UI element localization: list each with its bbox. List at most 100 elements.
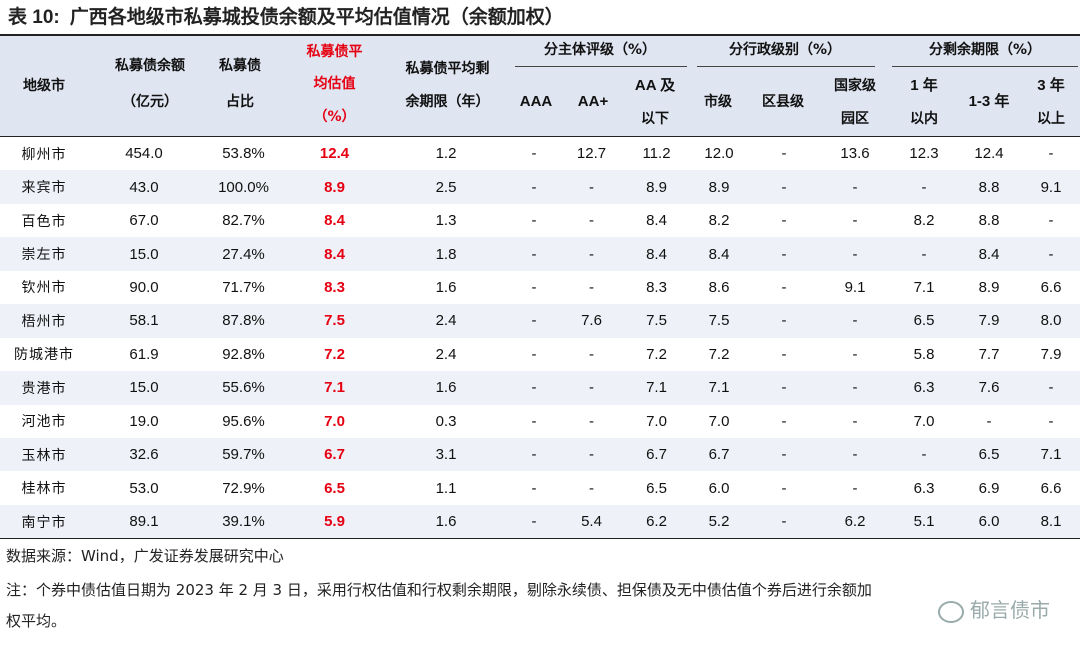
header-share-line1: 私募债	[219, 58, 261, 74]
cell-city: 河池市	[21, 414, 67, 431]
cell-valuation: 7.0	[324, 412, 345, 430]
cell-city: 百色市	[21, 213, 67, 230]
header-term-line2: 余期限（年）	[405, 94, 490, 110]
top-rule	[0, 34, 1080, 36]
cell-valuation: 8.9	[287, 170, 382, 204]
cell-admin-city: 6.7	[688, 437, 750, 472]
header-background	[0, 36, 1080, 136]
cell-remain-1to3y: 8.4	[956, 237, 1022, 271]
cell-aaa: -	[510, 237, 558, 271]
cell-share: 82.7%	[222, 212, 265, 230]
cell-balance: 90.0	[129, 278, 159, 296]
cell-share: 53.8%	[222, 145, 265, 163]
header-admin-county: 区县级	[762, 94, 804, 110]
cell-admin-county: -	[781, 212, 787, 230]
table-row: 贵港市 15.0 55.6% 7.1 1.6- -7.1 7.1- -6.3 7.6-	[0, 371, 1080, 405]
cell-admin-county: -	[750, 170, 818, 204]
header-admin-city: 市级	[704, 94, 732, 110]
cell-admin-city: 7.2	[708, 345, 730, 363]
cell-remain-3y: -	[1048, 212, 1054, 230]
cell-aaa: -	[531, 145, 537, 163]
cell-aa-below: 8.9	[625, 170, 688, 204]
cell-balance: 89.1	[88, 504, 200, 539]
header-share-line2: 占比	[226, 94, 254, 110]
header-balance-line2: （亿元）	[122, 94, 178, 110]
rating-group-underline	[515, 66, 687, 67]
table-bottom-rule	[0, 538, 1080, 539]
cell-admin-city: 7.1	[688, 371, 750, 405]
cell-term: 1.3	[435, 212, 457, 230]
header-valuation-line2: 均估值	[313, 76, 356, 92]
cell-aaplus: -	[589, 479, 594, 497]
cell-valuation: 7.5	[287, 304, 382, 338]
cell-valuation: 8.4	[287, 237, 382, 271]
cell-admin-national: -	[852, 212, 858, 230]
cell-term: 1.6	[382, 371, 510, 405]
header-remain-3y-line2: 以上	[1037, 111, 1065, 127]
cell-remain-1y: 5.1	[892, 504, 956, 539]
cell-admin-county: -	[781, 278, 787, 296]
cell-remain-3y: -	[1022, 237, 1080, 271]
cell-aa-below: 7.1	[625, 371, 688, 405]
cell-aaa: -	[531, 212, 537, 230]
cell-balance: 61.9	[129, 345, 159, 363]
table-number: 表 10:	[8, 7, 60, 28]
cell-remain-1to3y: 8.8	[956, 170, 1022, 204]
cell-aa-below: 7.5	[625, 304, 688, 338]
cell-remain-1to3y: 6.0	[956, 504, 1022, 539]
table-row: 南宁市 89.1 39.1% 5.9 1.6-5.4 6.2 5.2-6.2 5.1 6.0 8.…	[0, 504, 1080, 539]
cell-remain-1y: -	[892, 437, 956, 472]
header-bottom-rule	[0, 136, 1080, 137]
cell-remain-1to3y: 12.4	[974, 145, 1004, 163]
header-rating-group: 分主体评级（%）	[543, 42, 657, 58]
cell-admin-city: 7.5	[688, 304, 750, 338]
cell-share: 87.8%	[200, 304, 287, 338]
cell-aaplus: 5.4	[558, 504, 625, 539]
cell-aa-below: 7.2	[646, 345, 667, 363]
cell-remain-3y: -	[1022, 371, 1080, 405]
cell-aa-below: 8.4	[646, 212, 667, 230]
footnote-line1: 注：个券中债估值日期为 2023 年 2 月 3 日，采用行权估值和行权剩余期限…	[6, 581, 872, 599]
cell-balance: 19.0	[129, 412, 159, 430]
cell-remain-1y: 8.2	[913, 212, 935, 230]
cell-term: 1.1	[435, 479, 457, 497]
cell-admin-city: 12.0	[704, 145, 734, 163]
cell-aa-below: 11.2	[642, 145, 671, 163]
cell-remain-1y: 7.1	[913, 278, 935, 296]
cell-aaplus: -	[558, 437, 625, 472]
cell-admin-county: -	[781, 412, 787, 430]
cell-term: 2.4	[435, 345, 457, 363]
source-note: 数据来源：Wind，广发证券发展研究中心	[6, 547, 284, 565]
cell-remain-1to3y: 8.8	[978, 212, 1000, 230]
cell-city: 柳州市	[21, 146, 67, 163]
cell-remain-3y: 8.0	[1022, 304, 1080, 338]
cell-aaplus: -	[589, 412, 594, 430]
cell-balance: 32.6	[88, 437, 200, 472]
cell-admin-national: -	[852, 412, 858, 430]
cell-admin-national: -	[818, 170, 892, 204]
header-remain-group: 分剩余期限（%）	[928, 42, 1042, 58]
cell-balance: 43.0	[88, 170, 200, 204]
cell-aa-below: 8.4	[625, 237, 688, 271]
cell-aaplus: 12.7	[576, 145, 607, 163]
cell-city: 来宾市	[0, 170, 88, 204]
cell-aaa: -	[531, 412, 537, 430]
cell-valuation: 6.7	[287, 437, 382, 472]
cell-aaa: -	[531, 278, 537, 296]
cell-aaplus: -	[589, 278, 594, 296]
table-row: 柳州市 454.0 53.8% 12.4 1.2 - 12.7 11.2 12.0 - 13.6 12…	[0, 137, 1080, 170]
cell-remain-3y: 7.9	[1040, 345, 1062, 363]
cell-valuation: 7.1	[287, 371, 382, 405]
cell-admin-city: 6.0	[708, 479, 730, 497]
cell-term: 1.2	[435, 145, 457, 163]
cell-admin-county: -	[750, 304, 818, 338]
cell-city: 防城港市	[14, 347, 74, 364]
cell-admin-city: 8.6	[708, 278, 730, 296]
table-row: 钦州市 90.0 71.7% 8.3 1.6 - - 8.3 8.6 - 9.1 7.1 8.9 6.6	[0, 271, 1080, 304]
cell-remain-1y: -	[892, 237, 956, 271]
cell-aaa: -	[510, 170, 558, 204]
cell-admin-county: -	[750, 437, 818, 472]
table-title-text: 广西各地级市私募城投债余额及平均估值情况（余额加权）	[69, 6, 564, 28]
header-remain-3y-line1: 3 年	[1037, 77, 1065, 94]
header-balance-line1: 私募债余额	[115, 58, 185, 74]
